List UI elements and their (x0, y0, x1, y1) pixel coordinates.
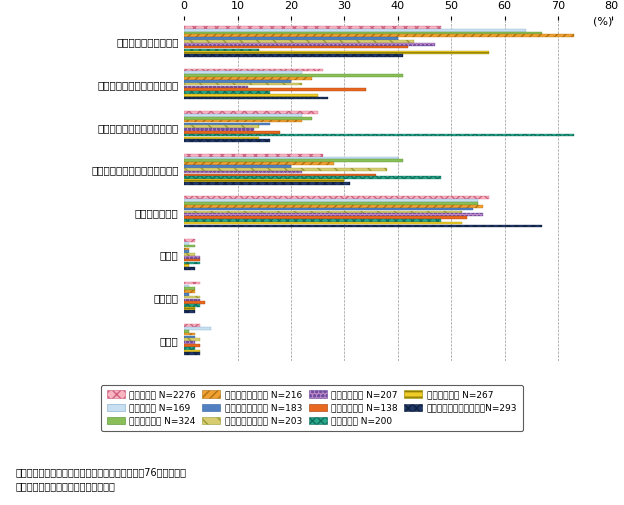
Bar (184, 54, 403, 57)
Bar (184, 284, 190, 287)
Bar (184, 211, 462, 213)
Bar (184, 171, 301, 173)
Bar (184, 131, 280, 134)
Bar (184, 160, 403, 162)
Bar (184, 267, 195, 270)
Bar (184, 162, 334, 165)
Bar (184, 34, 574, 37)
Bar (184, 125, 259, 128)
Bar (184, 338, 200, 341)
Bar (184, 26, 441, 29)
Bar (184, 330, 190, 333)
Bar (184, 239, 195, 242)
Text: (%): (%) (593, 17, 613, 27)
Bar (184, 32, 542, 34)
Bar (184, 165, 291, 168)
Bar (184, 262, 200, 264)
Bar (184, 74, 403, 77)
Bar (184, 120, 301, 122)
Bar (184, 37, 398, 40)
Bar (184, 168, 387, 171)
Bar (184, 48, 259, 51)
Bar (184, 123, 270, 125)
Text: 資料）　国土交通省事業者アンケート: 資料） 国土交通省事業者アンケート (16, 481, 115, 491)
Bar (184, 327, 211, 330)
Bar (184, 128, 253, 131)
Bar (184, 298, 200, 301)
Bar (184, 72, 301, 74)
Bar (184, 136, 259, 139)
Bar (184, 154, 323, 157)
Bar (184, 199, 478, 202)
Bar (184, 324, 200, 327)
Bar (184, 213, 483, 216)
Bar (184, 111, 318, 114)
Bar (184, 134, 574, 136)
Bar (184, 208, 472, 211)
Bar (184, 259, 200, 262)
Bar (184, 222, 462, 225)
Bar (184, 43, 435, 45)
Bar (184, 139, 270, 142)
Bar (184, 196, 489, 199)
Bar (184, 225, 542, 227)
Bar (184, 179, 344, 182)
Bar (184, 114, 301, 117)
Bar (184, 247, 190, 250)
Bar (184, 97, 328, 99)
Bar (184, 40, 414, 43)
Bar (184, 349, 200, 352)
Bar (184, 205, 483, 208)
Bar (184, 352, 200, 355)
Text: （注）　全業種合計には、業種分類できなかった76社を含む。: （注） 全業種合計には、業種分類できなかった76社を含む。 (16, 467, 187, 477)
Bar (184, 176, 441, 179)
Bar (184, 293, 190, 295)
Bar (184, 347, 195, 349)
Bar (184, 91, 270, 94)
Bar (184, 83, 301, 85)
Bar (184, 202, 478, 205)
Bar (184, 182, 349, 185)
Bar (184, 94, 318, 96)
Bar (184, 29, 526, 32)
Bar (184, 157, 398, 160)
Bar (184, 265, 190, 267)
Bar (184, 69, 323, 71)
Bar (184, 290, 195, 293)
Bar (184, 46, 409, 48)
Bar (184, 80, 291, 83)
Bar (184, 216, 467, 219)
Bar (184, 174, 376, 176)
Bar (184, 250, 190, 253)
Bar (184, 310, 195, 313)
Bar (184, 77, 313, 80)
Bar (184, 282, 200, 284)
Bar (184, 256, 200, 259)
Bar (184, 242, 190, 244)
Bar (184, 88, 366, 91)
Bar (184, 301, 205, 304)
Bar (184, 307, 195, 310)
Bar (184, 344, 200, 347)
Bar (184, 52, 489, 54)
Bar (184, 245, 195, 247)
Bar (184, 333, 195, 335)
Bar (184, 341, 195, 344)
Bar (184, 287, 195, 290)
Bar (184, 296, 200, 298)
Bar (184, 335, 195, 338)
Bar (184, 304, 200, 307)
Legend: 全業種合計 N=2276, 農林水産業 N=169, 鉱業・建設業 N=324, 基礎素材型製造業 N=216, 加工組立型製造業 N=183, 生活関連型製造: 全業種合計 N=2276, 農林水産業 N=169, 鉱業・建設業 N=324,… (101, 385, 523, 431)
Bar (184, 117, 313, 120)
Bar (184, 85, 248, 88)
Bar (184, 219, 441, 222)
Bar (184, 253, 195, 256)
